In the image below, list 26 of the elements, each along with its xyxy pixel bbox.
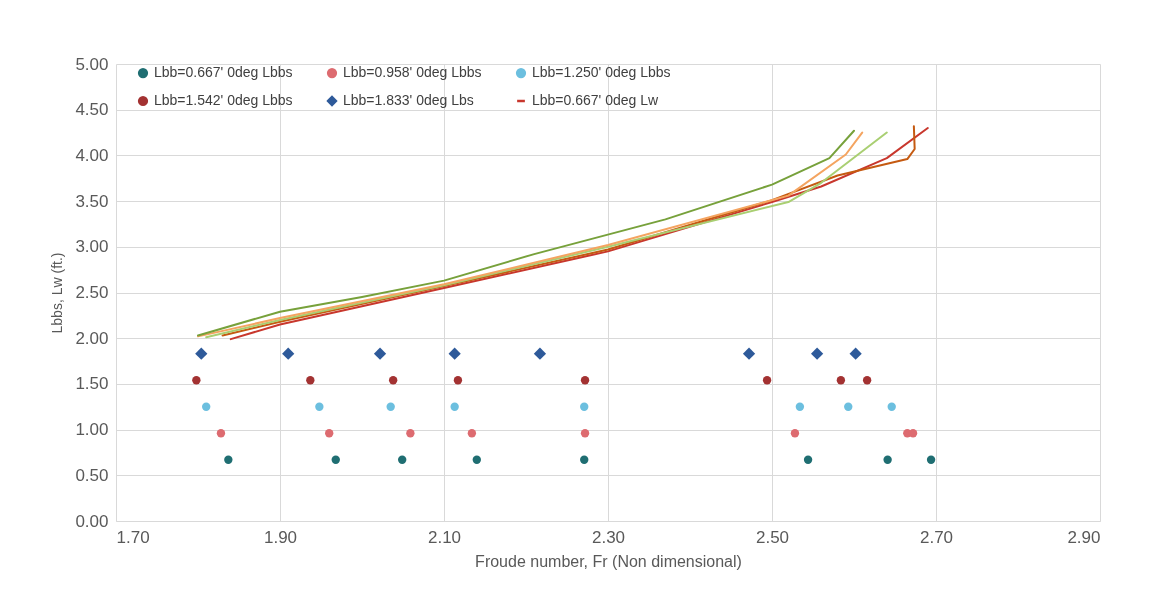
legend-label: Lbb=0.667' 0deg Lw <box>532 92 659 108</box>
y-tick-label: 1.00 <box>75 420 109 440</box>
y-tick-label: 2.50 <box>75 283 109 302</box>
y-tick-label: 3.00 <box>75 237 109 257</box>
legend-label: Lbb=1.542' 0deg Lbbs <box>154 92 293 108</box>
y-tick-label: 5.00 <box>75 54 109 74</box>
x-axis-title: Froude number, Fr (Non dimensional) <box>475 552 742 570</box>
y-tick-label: 2.00 <box>75 328 109 348</box>
legend-label: Lbb=1.833' 0deg Lbs <box>343 92 474 108</box>
y-axis-title: Lbbs, Lw (ft.) <box>49 252 66 334</box>
x-tick-label: 2.10 <box>427 527 462 547</box>
x-tick-label: 2.90 <box>1067 527 1101 547</box>
x-tick-label: 2.70 <box>919 527 954 547</box>
y-tick-label: 0.50 <box>75 465 109 485</box>
legend-label: Lbb=0.958' 0deg Lbbs <box>343 64 482 81</box>
y-tick-label: 1.50 <box>75 374 109 394</box>
x-tick-label: 2.30 <box>591 527 626 547</box>
x-tick-label: 2.50 <box>755 527 790 547</box>
legend-label: Lbb=1.250' 0deg Lbbs <box>532 64 671 81</box>
y-tick-label: 0.00 <box>75 511 109 531</box>
y-tick-label: 4.00 <box>75 145 109 165</box>
y-tick-label: 4.50 <box>75 100 109 120</box>
x-tick-label: 1.70 <box>116 527 150 547</box>
y-tick-label: 3.50 <box>75 191 109 211</box>
x-tick-label: 1.90 <box>263 527 298 547</box>
legend-label: Lbb=0.667' 0deg Lbbs <box>154 64 293 81</box>
